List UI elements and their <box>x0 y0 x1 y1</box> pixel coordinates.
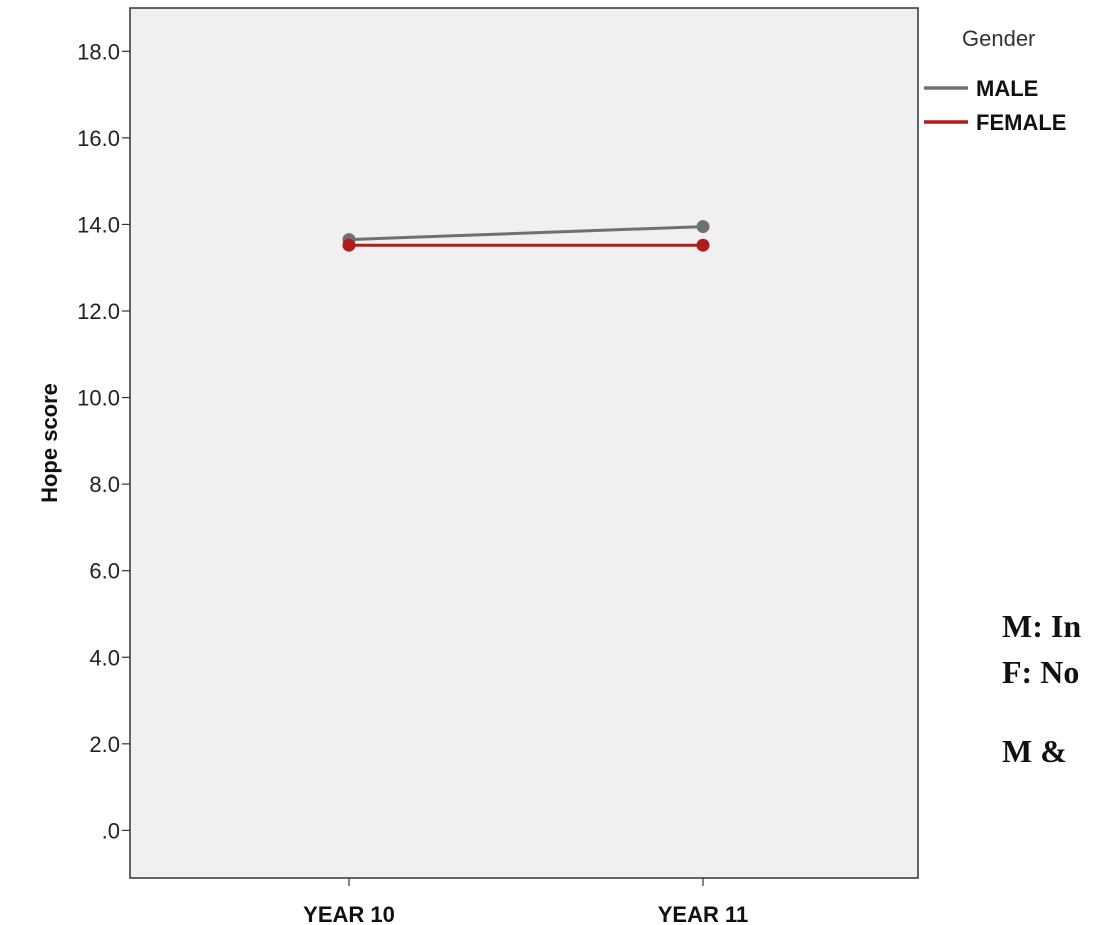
y-axis: .0 2.0 4.0 6.0 8.0 10.0 12.0 14.0 16.0 18.0 <box>77 39 130 843</box>
x-axis: YEAR 10 YEAR 11 <box>303 878 748 925</box>
y-tick-label: 6.0 <box>89 559 120 584</box>
series-layer <box>342 220 710 252</box>
plot-area <box>129 7 919 879</box>
annotation-line-2: F: No <box>1002 654 1080 690</box>
annotation-line-1: M: In <box>1002 608 1082 644</box>
annotation-line-3: M & <box>1002 733 1067 769</box>
data-point-female <box>342 238 356 252</box>
legend-label-female: FEMALE <box>976 110 1066 135</box>
y-tick-label: 12.0 <box>77 299 120 324</box>
y-tick-label: 2.0 <box>89 732 120 757</box>
y-axis-label: Hope score <box>37 383 62 503</box>
y-tick-label: 14.0 <box>77 212 120 237</box>
data-point-male <box>696 220 710 234</box>
data-point-female <box>696 238 710 252</box>
legend: Gender MALE FEMALE <box>924 26 1066 135</box>
x-tick-label: YEAR 11 <box>658 902 749 925</box>
y-tick-label: 18.0 <box>77 39 120 64</box>
y-tick-label: 16.0 <box>77 126 120 151</box>
legend-title: Gender <box>962 26 1035 51</box>
y-tick-label: .0 <box>102 818 120 843</box>
y-tick-label: 8.0 <box>89 472 120 497</box>
y-tick-label: 10.0 <box>77 386 120 411</box>
x-tick-label: YEAR 10 <box>303 902 395 925</box>
legend-label-male: MALE <box>976 76 1038 101</box>
series-line-male <box>348 225 704 242</box>
y-tick-label: 4.0 <box>89 645 120 670</box>
